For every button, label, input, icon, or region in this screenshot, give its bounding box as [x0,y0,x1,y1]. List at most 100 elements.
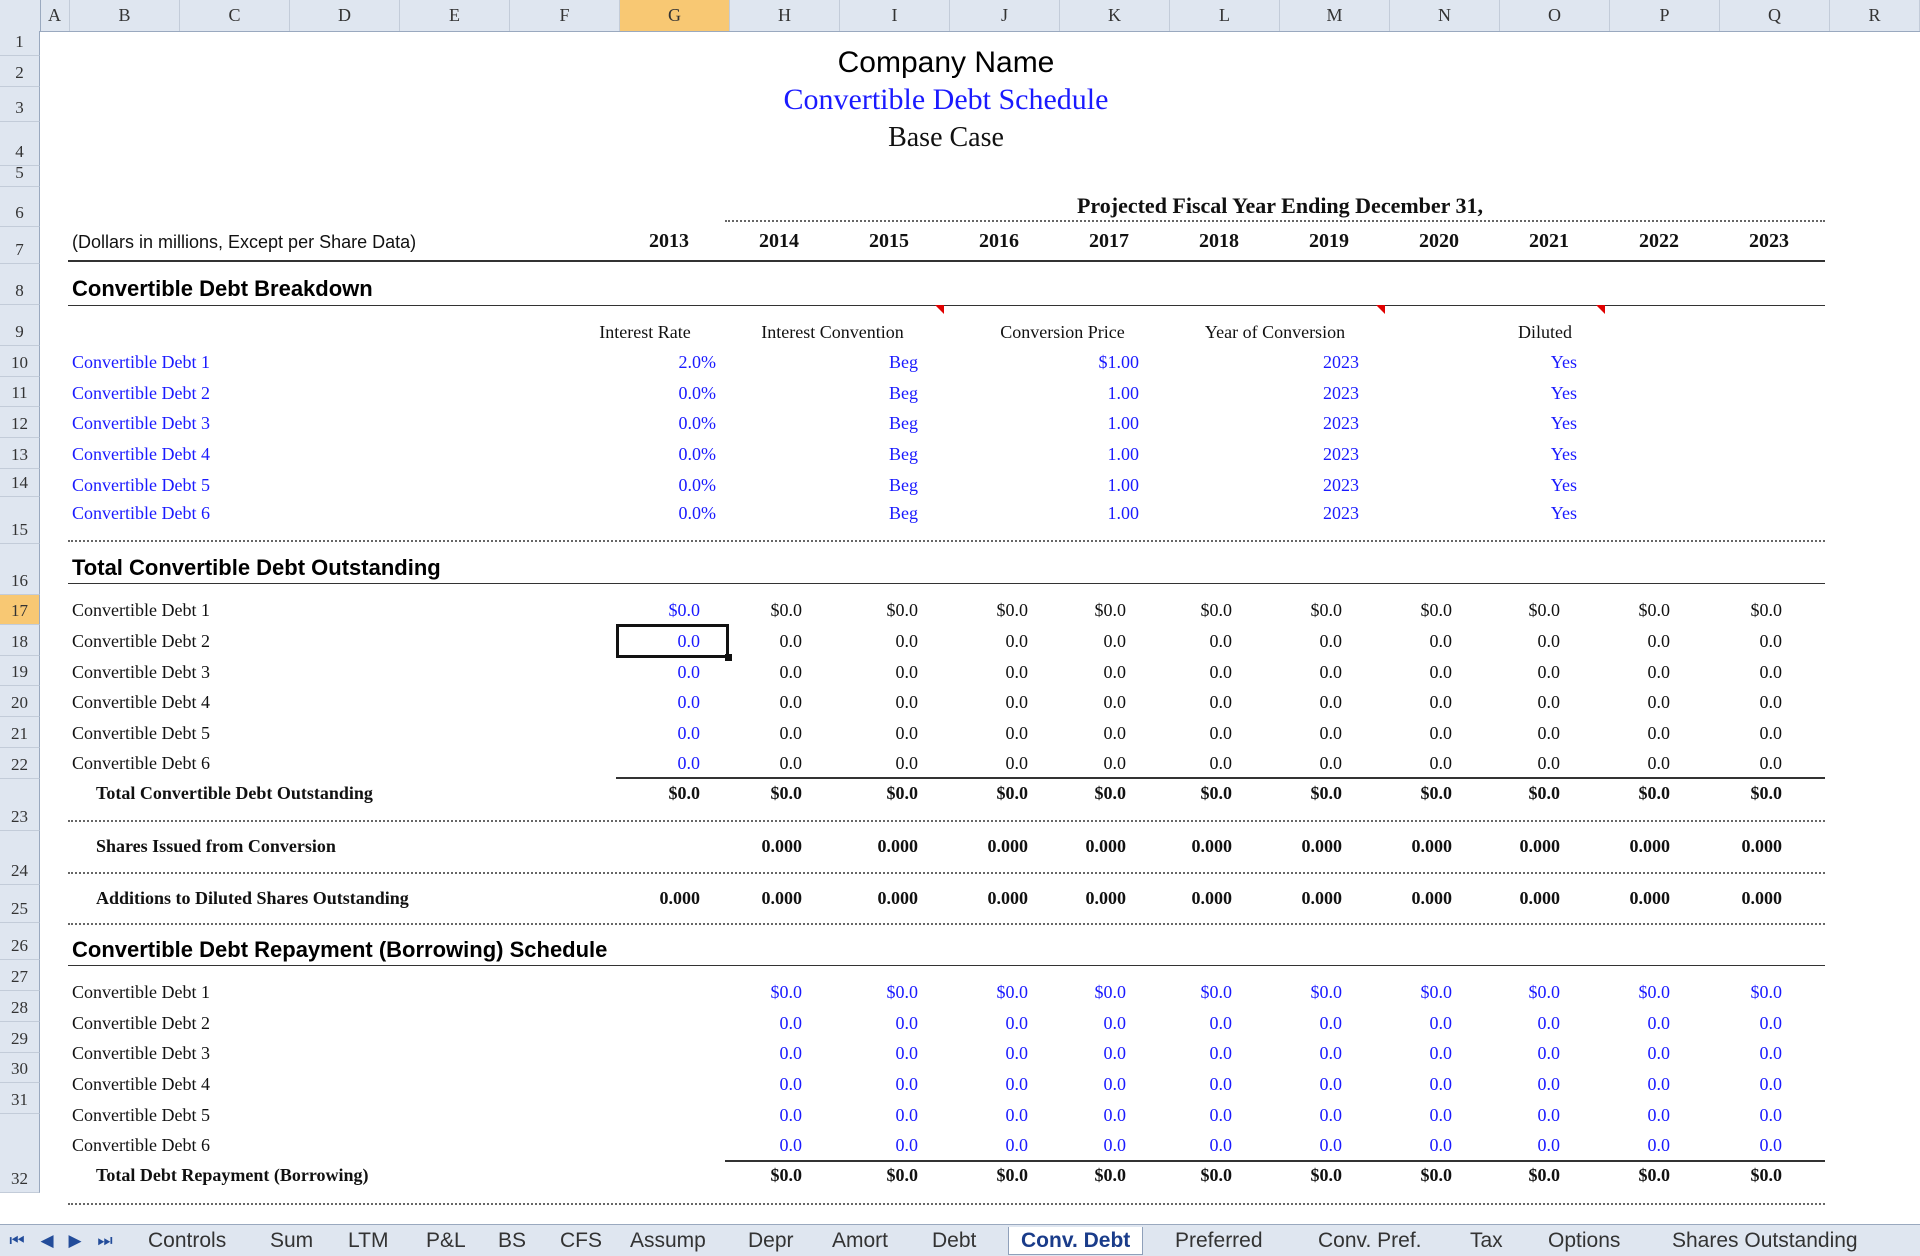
interest-convention-input[interactable]: Beg [889,503,918,523]
repayment-value[interactable]: 0.0 [1005,1074,1029,1094]
diluted-input[interactable]: Yes [1550,383,1577,403]
repayment-value[interactable]: 0.0 [1005,1105,1029,1125]
row-header-3[interactable]: 3 [0,87,40,122]
repayment-value[interactable]: 0.0 [1103,1135,1127,1155]
repayment-value[interactable]: 0.0 [1319,1013,1343,1033]
row-header-22[interactable]: 22 [0,748,40,779]
repayment-value[interactable]: 0.0 [1647,1135,1671,1155]
sheet-tab-assump[interactable]: Assump [630,1229,706,1252]
interest-rate-input[interactable]: 0.0% [678,503,717,523]
row-header-12[interactable]: 12 [0,407,40,438]
sheet-tab-cfs[interactable]: CFS [560,1229,602,1252]
outstanding-value[interactable]: 0.0 [677,631,701,651]
row-header-14[interactable]: 14 [0,469,40,497]
repayment-value[interactable]: $0.0 [1528,982,1561,1002]
diluted-input[interactable]: Yes [1550,352,1577,372]
row-header-10[interactable]: 10 [0,346,40,377]
interest-convention-input[interactable]: Beg [889,475,918,495]
repayment-value[interactable]: 0.0 [1319,1135,1343,1155]
year-of-conversion-input[interactable]: 2023 [1323,503,1359,523]
outstanding-value[interactable]: 0.0 [677,662,701,682]
row-header-23[interactable]: 23 [0,779,40,831]
prev-sheet-icon[interactable]: ◀ [40,1231,54,1250]
repayment-value[interactable]: 0.0 [1103,1105,1127,1125]
conversion-price-input[interactable]: 1.00 [1107,503,1140,523]
row-header-1[interactable]: 1 [0,31,40,56]
interest-rate-input[interactable]: 2.0% [678,352,717,372]
repayment-value[interactable]: 0.0 [1005,1013,1029,1033]
fill-handle[interactable] [725,654,732,661]
sheet-tab-tax[interactable]: Tax [1470,1229,1503,1252]
repayment-value[interactable]: 0.0 [895,1043,919,1063]
repayment-value[interactable]: 0.0 [1005,1135,1029,1155]
repayment-value[interactable]: $0.0 [996,982,1029,1002]
repayment-value[interactable]: 0.0 [1005,1043,1029,1063]
row-header-24[interactable]: 24 [0,831,40,885]
select-all-corner[interactable] [0,0,41,31]
repayment-value[interactable]: $0.0 [886,982,919,1002]
repayment-value[interactable]: 0.0 [1209,1105,1233,1125]
repayment-value[interactable]: 0.0 [1429,1074,1453,1094]
repayment-value[interactable]: 0.0 [1429,1043,1453,1063]
repayment-value[interactable]: 0.0 [895,1105,919,1125]
sheet-tab-shares-outstanding[interactable]: Shares Outstanding [1672,1229,1858,1252]
last-sheet-icon[interactable]: ⏭ [97,1231,113,1250]
repayment-value[interactable]: 0.0 [1209,1135,1233,1155]
column-header-d[interactable]: D [290,0,400,31]
repayment-value[interactable]: $0.0 [770,982,803,1002]
column-header-h[interactable]: H [730,0,840,31]
repayment-value[interactable]: 0.0 [1759,1105,1783,1125]
sheet-tab-preferred[interactable]: Preferred [1175,1229,1263,1252]
row-header-18[interactable]: 18 [0,625,40,656]
column-header-j[interactable]: J [950,0,1060,31]
row-header-7[interactable]: 7 [0,227,40,264]
column-header-f[interactable]: F [510,0,620,31]
repayment-value[interactable]: 0.0 [779,1043,803,1063]
comment-indicator[interactable] [1376,305,1385,314]
sheet-tab-bs[interactable]: BS [498,1229,527,1252]
repayment-value[interactable]: $0.0 [1094,982,1127,1002]
repayment-value[interactable]: 0.0 [1647,1074,1671,1094]
row-header-17[interactable]: 17 [0,595,40,625]
row-header-25[interactable]: 25 [0,885,40,923]
row-header-13[interactable]: 13 [0,438,40,469]
row-header-9[interactable]: 9 [0,305,40,346]
repayment-value[interactable]: 0.0 [895,1013,919,1033]
sheet-tab-amort[interactable]: Amort [832,1229,889,1252]
repayment-value[interactable]: 0.0 [1209,1013,1233,1033]
row-header-30[interactable]: 30 [0,1053,40,1083]
sheet-tab-ltm[interactable]: LTM [348,1229,389,1252]
year-of-conversion-input[interactable]: 2023 [1323,475,1359,495]
sheet-tab-sum[interactable]: Sum [270,1229,314,1252]
column-header-k[interactable]: K [1060,0,1170,31]
conversion-price-input[interactable]: 1.00 [1107,383,1140,403]
row-header-27[interactable]: 27 [0,960,40,991]
repayment-value[interactable]: 0.0 [1209,1074,1233,1094]
year-of-conversion-input[interactable]: 2023 [1323,444,1359,464]
repayment-value[interactable]: 0.0 [1537,1043,1561,1063]
column-header-i[interactable]: I [840,0,950,31]
repayment-value[interactable]: $0.0 [1750,982,1783,1002]
sheet-tab-depr[interactable]: Depr [748,1229,794,1252]
comment-indicator[interactable] [1596,305,1605,314]
row-header-8[interactable]: 8 [0,264,40,305]
column-header-a[interactable]: A [40,0,70,31]
sheet-tab-debt[interactable]: Debt [932,1229,977,1252]
row-header-15[interactable]: 15 [0,497,40,544]
column-header-o[interactable]: O [1500,0,1610,31]
repayment-value[interactable]: $0.0 [1310,982,1343,1002]
next-sheet-icon[interactable]: ▶ [68,1231,82,1250]
conversion-price-input[interactable]: 1.00 [1107,444,1140,464]
repayment-value[interactable]: 0.0 [1759,1074,1783,1094]
row-header-21[interactable]: 21 [0,717,40,748]
column-header-m[interactable]: M [1280,0,1390,31]
sheet-tab-conv-debt[interactable]: Conv. Debt [1008,1227,1144,1255]
repayment-value[interactable]: 0.0 [779,1135,803,1155]
interest-rate-input[interactable]: 0.0% [678,444,717,464]
repayment-value[interactable]: 0.0 [1759,1135,1783,1155]
row-header-4[interactable]: 4 [0,122,40,166]
sheet-tab-controls[interactable]: Controls [148,1229,227,1252]
repayment-value[interactable]: 0.0 [1647,1013,1671,1033]
interest-rate-input[interactable]: 0.0% [678,413,717,433]
sheet-tab-p-l[interactable]: P&L [426,1229,466,1252]
